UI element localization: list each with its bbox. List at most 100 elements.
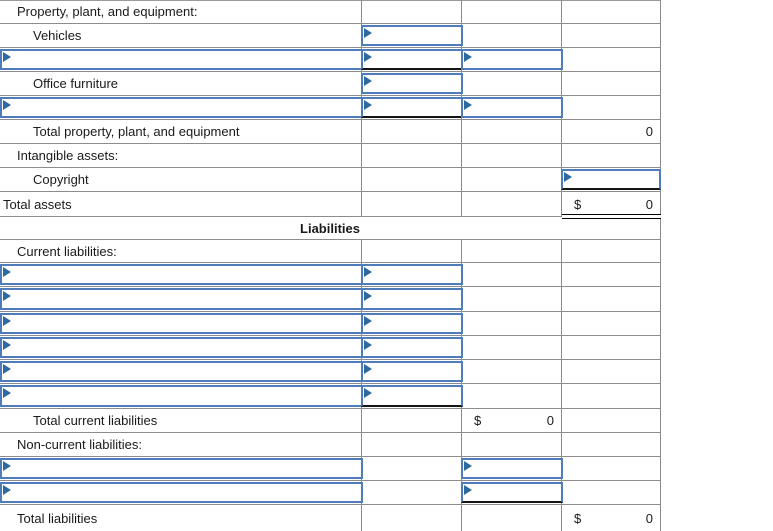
- current-liability-account-select[interactable]: [0, 337, 363, 358]
- grid-cell: Office furniture: [0, 72, 362, 95]
- table-row: [0, 96, 661, 120]
- cell-marker-icon: [364, 316, 372, 326]
- total-assets-value-cell: $ 0: [562, 192, 661, 216]
- table-row: Total liabilities $ 0: [0, 505, 661, 531]
- current-liability-amount-input[interactable]: [361, 288, 463, 310]
- vehicles-contra-account-select[interactable]: [0, 49, 363, 70]
- grid-cell: [562, 384, 661, 408]
- copyright-amount-input[interactable]: [561, 169, 661, 190]
- total-liabilities-value-cell: $ 0: [562, 505, 661, 531]
- grid-cell: [362, 192, 462, 216]
- grid-cell: [462, 384, 562, 408]
- table-row: [0, 384, 661, 409]
- current-liability-amount-input[interactable]: [361, 385, 463, 407]
- ppe-section-header: Property, plant, and equipment:: [17, 4, 198, 19]
- grid-cell: [362, 457, 462, 480]
- grid-cell: [562, 360, 661, 383]
- grid-cell: [362, 240, 462, 262]
- grid-cell: [562, 287, 661, 311]
- grid-cell: [462, 0, 562, 23]
- grid-cell: Vehicles: [0, 24, 362, 47]
- vehicles-amount-input[interactable]: [361, 25, 463, 46]
- grid-cell: [562, 144, 661, 167]
- current-liabilities-section-header: Current liabilities:: [17, 243, 117, 259]
- cell-marker-icon: [464, 485, 472, 495]
- cell-marker-icon: [3, 52, 11, 62]
- grid-cell: Total property, plant, and equipment: [0, 120, 362, 143]
- table-row: Current liabilities:: [0, 240, 661, 263]
- table-row: Intangible assets:: [0, 144, 661, 168]
- office-furniture-row-label: Office furniture: [33, 76, 119, 91]
- current-liability-account-select[interactable]: [0, 385, 363, 407]
- grid-cell: [462, 72, 562, 95]
- grid-cell: [462, 144, 562, 167]
- cell-marker-icon: [3, 267, 11, 277]
- total-ppe-label: Total property, plant, and equipment: [33, 124, 240, 139]
- grid-cell: [562, 24, 661, 47]
- grid-cell: Current liabilities:: [0, 240, 362, 262]
- noncurrent-liability-amount-input[interactable]: [461, 458, 563, 479]
- cell-marker-icon: [3, 316, 11, 326]
- vehicles-row-label: Vehicles: [33, 28, 82, 43]
- grid-cell: [562, 96, 661, 119]
- table-row: [0, 312, 661, 336]
- table-row: [0, 481, 661, 505]
- vehicles-contra-amount-input[interactable]: [361, 49, 463, 70]
- current-liability-account-select[interactable]: [0, 288, 363, 310]
- grid-cell: [462, 263, 562, 286]
- table-row: Non-current liabilities:: [0, 433, 661, 457]
- table-row: [0, 263, 661, 287]
- grid-cell: Total assets: [0, 192, 362, 216]
- table-row: Vehicles: [0, 24, 661, 48]
- grid-cell: [362, 433, 462, 456]
- office-furniture-net-amount-input[interactable]: [461, 97, 563, 118]
- office-furniture-contra-amount-input[interactable]: [361, 97, 463, 118]
- current-liability-amount-input[interactable]: [361, 264, 463, 285]
- grid-cell: [362, 0, 462, 23]
- current-liability-account-select[interactable]: [0, 264, 363, 285]
- cell-marker-icon: [464, 461, 472, 471]
- grid-cell: [362, 120, 462, 143]
- total-assets-double-underline: [562, 214, 661, 219]
- grid-cell: [462, 192, 562, 216]
- table-row: [0, 287, 661, 312]
- grid-cell: [362, 505, 462, 531]
- grid-top-line: [0, 0, 661, 1]
- noncurrent-liability-amount-input[interactable]: [461, 482, 563, 503]
- cell-marker-icon: [3, 485, 11, 495]
- copyright-row-label: Copyright: [33, 172, 89, 187]
- grid-cell: [562, 409, 661, 432]
- current-liability-account-select[interactable]: [0, 313, 363, 334]
- cell-marker-icon: [364, 364, 372, 374]
- grid-cell: [562, 72, 661, 95]
- total-current-liabilities-label: Total current liabilities: [33, 413, 158, 428]
- current-liability-account-select[interactable]: [0, 361, 363, 382]
- cell-marker-icon: [464, 100, 472, 110]
- grid-cell: [462, 120, 562, 143]
- office-furniture-amount-input[interactable]: [361, 73, 463, 94]
- table-row: Liabilities: [0, 217, 661, 240]
- grid-cell: [562, 312, 661, 335]
- cell-marker-icon: [364, 267, 372, 277]
- current-liability-amount-input[interactable]: [361, 313, 463, 334]
- cell-marker-icon: [3, 340, 11, 350]
- table-row: [0, 48, 661, 72]
- table-row: [0, 457, 661, 481]
- current-liability-amount-input[interactable]: [361, 361, 463, 382]
- grid-cell: [562, 433, 661, 456]
- noncurrent-liabilities-section-header: Non-current liabilities:: [17, 437, 142, 452]
- total-ppe-value: 0: [645, 124, 653, 139]
- table-row: Total assets $ 0: [0, 192, 661, 219]
- grid-cell: [562, 336, 661, 359]
- noncurrent-liability-account-select[interactable]: [0, 458, 363, 479]
- vehicles-net-amount-input[interactable]: [461, 49, 563, 70]
- noncurrent-liability-account-select[interactable]: [0, 482, 363, 503]
- grid-cell: [462, 312, 562, 335]
- office-furniture-contra-account-select[interactable]: [0, 97, 363, 118]
- current-liability-amount-input[interactable]: [361, 337, 463, 358]
- total-liabilities-label: Total liabilities: [17, 510, 98, 526]
- cell-marker-icon: [3, 388, 11, 398]
- total-liabilities-currency: $: [574, 510, 582, 526]
- cell-marker-icon: [364, 291, 372, 301]
